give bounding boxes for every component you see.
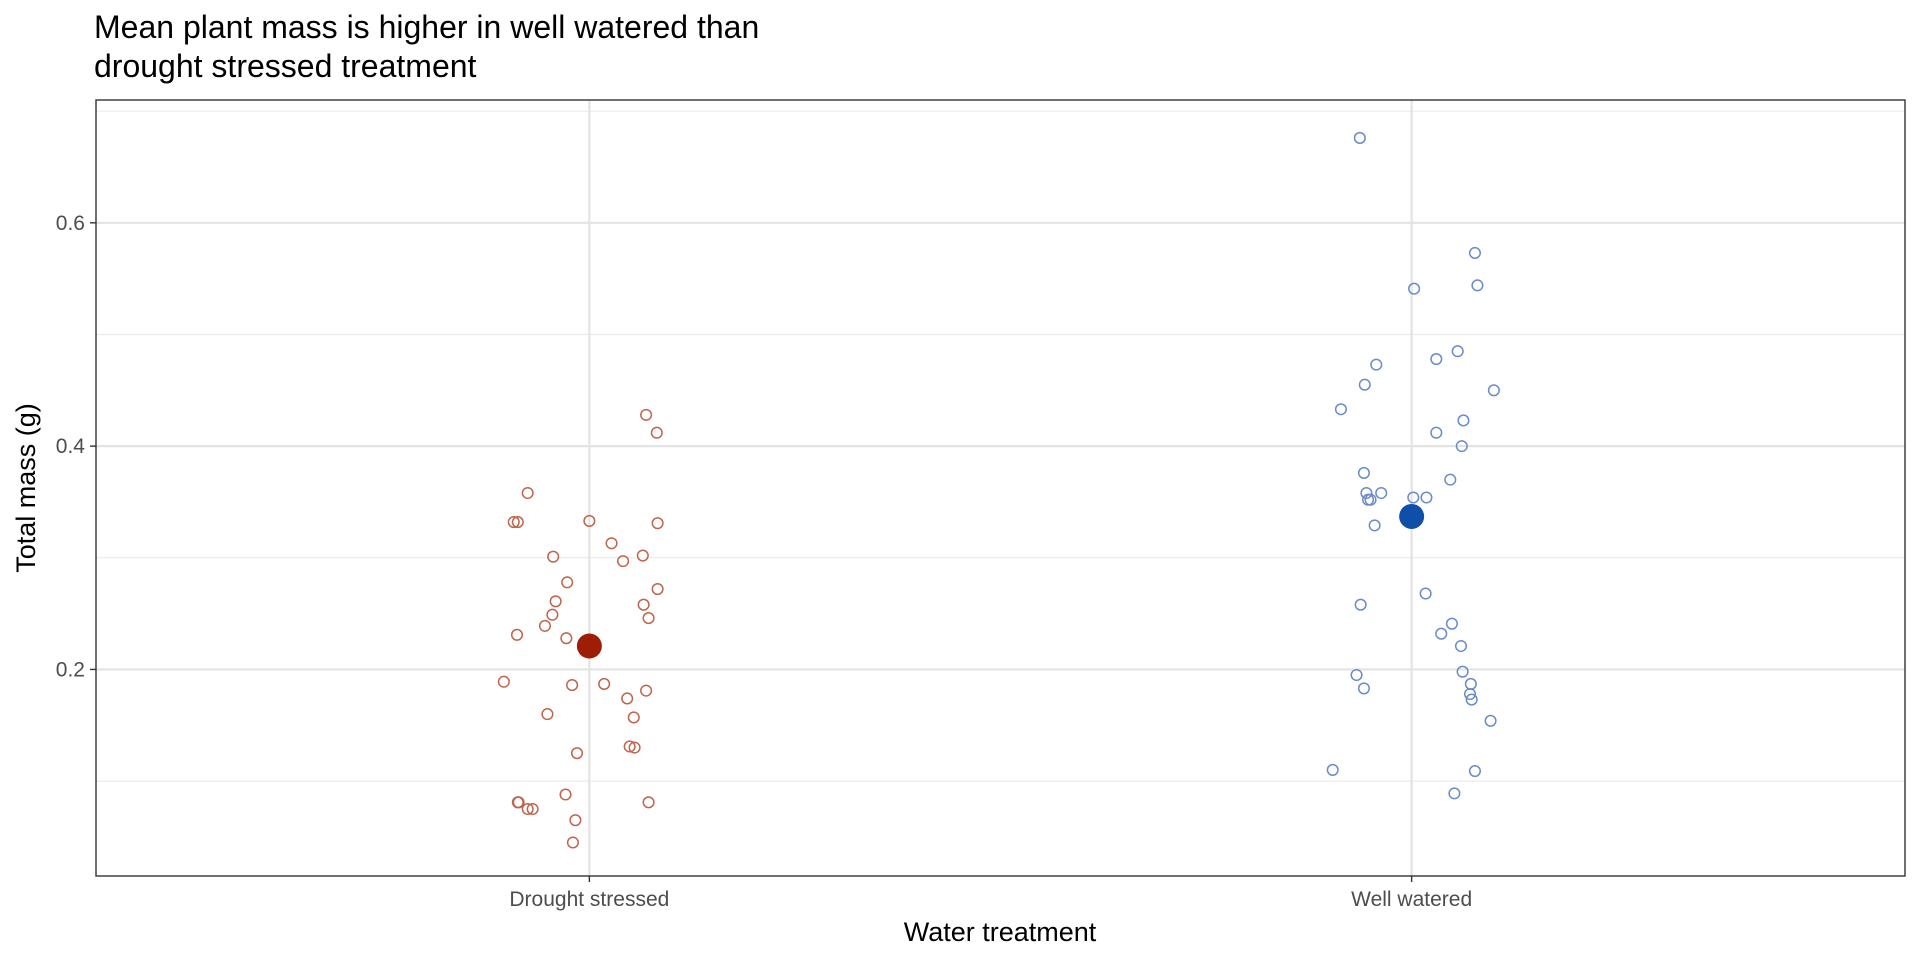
y-tick-label: 0.4: [56, 435, 86, 458]
data-point: [642, 612, 655, 625]
data-point: [627, 711, 640, 724]
data-point: [561, 576, 574, 589]
data-point: [1484, 714, 1497, 727]
y-axis-title: Total mass (g): [11, 403, 41, 573]
data-point: [1375, 486, 1388, 500]
data-point: [598, 677, 611, 691]
x-axis-title: Water treatment: [904, 917, 1097, 947]
data-point: [1454, 639, 1468, 653]
data-point: [1408, 282, 1421, 295]
x-tick-label: Well watered: [1351, 888, 1472, 911]
data-point: [1471, 279, 1484, 292]
data-point: [1326, 763, 1339, 776]
data-point: [547, 550, 560, 563]
data-point: [521, 802, 534, 816]
data-point: [1487, 384, 1500, 397]
data-point: [605, 537, 618, 550]
data-point: [538, 619, 552, 632]
data-point: [617, 555, 630, 568]
data-point: [511, 516, 524, 529]
data-point: [1457, 414, 1470, 427]
data-point: [640, 684, 653, 697]
data-point: [510, 628, 524, 641]
data-point: [511, 796, 524, 809]
data-point: [497, 675, 510, 688]
data-point: [566, 836, 579, 849]
data-point: [1465, 693, 1478, 706]
data-point: [1357, 466, 1370, 479]
data-point: [507, 516, 520, 529]
data-point: [1468, 246, 1482, 260]
data-point: [526, 802, 539, 816]
data-point: [559, 788, 572, 801]
data-point: [1370, 358, 1383, 371]
data-point: [1350, 668, 1363, 682]
data-point: [583, 514, 596, 527]
mean-point: [1399, 503, 1425, 529]
data-point: [1354, 598, 1367, 611]
chart-title: Mean plant mass is higher in well watere…: [94, 9, 760, 84]
data-point: [1362, 493, 1375, 506]
data-point: [1357, 682, 1370, 695]
data-point: [1360, 486, 1373, 500]
data-point: [1448, 787, 1461, 800]
data-point: [1430, 426, 1443, 439]
data-point: [1468, 764, 1482, 778]
data-point: [1444, 473, 1457, 486]
data-point: [642, 796, 655, 809]
data-point: [541, 708, 554, 721]
data-point: [1430, 352, 1443, 366]
data-point: [566, 679, 579, 692]
data-point: [569, 814, 582, 827]
data-point: [628, 741, 641, 754]
data-point: [521, 486, 534, 500]
data-point: [651, 582, 664, 596]
data-point: [1407, 491, 1420, 504]
data-point: [1358, 378, 1371, 391]
data-points: [497, 131, 1500, 849]
data-point: [621, 692, 634, 705]
data-point: [640, 408, 653, 421]
data-point: [1435, 627, 1448, 640]
mean-point: [576, 633, 602, 659]
panel-border: [95, 99, 1906, 877]
data-point: [1463, 687, 1477, 701]
data-point: [549, 595, 562, 608]
data-point: [1353, 131, 1366, 145]
data-point: [651, 517, 664, 530]
data-point: [1455, 440, 1468, 453]
y-tick-label: 0.6: [56, 212, 85, 235]
data-point: [636, 549, 649, 562]
data-point: [1464, 677, 1477, 691]
data-point: [570, 747, 584, 760]
data-point: [1420, 491, 1433, 504]
data-point: [1334, 403, 1347, 416]
data-point: [1368, 519, 1381, 532]
data-point: [1364, 493, 1377, 506]
x-tick-label: Drought stressed: [509, 888, 669, 911]
data-point: [1419, 587, 1432, 600]
data-point: [623, 740, 636, 753]
data-point: [546, 608, 559, 621]
data-point: [650, 426, 663, 439]
data-point: [1451, 345, 1464, 358]
data-point: [637, 598, 650, 611]
grid-lines: [96, 100, 1905, 876]
data-point: [560, 632, 573, 645]
axes: 0.2 0.4 0.6 Drought stressed Well watered: [56, 212, 1472, 911]
y-tick-label: 0.2: [56, 658, 85, 681]
data-point: [1456, 665, 1469, 678]
data-point: [1445, 617, 1458, 630]
